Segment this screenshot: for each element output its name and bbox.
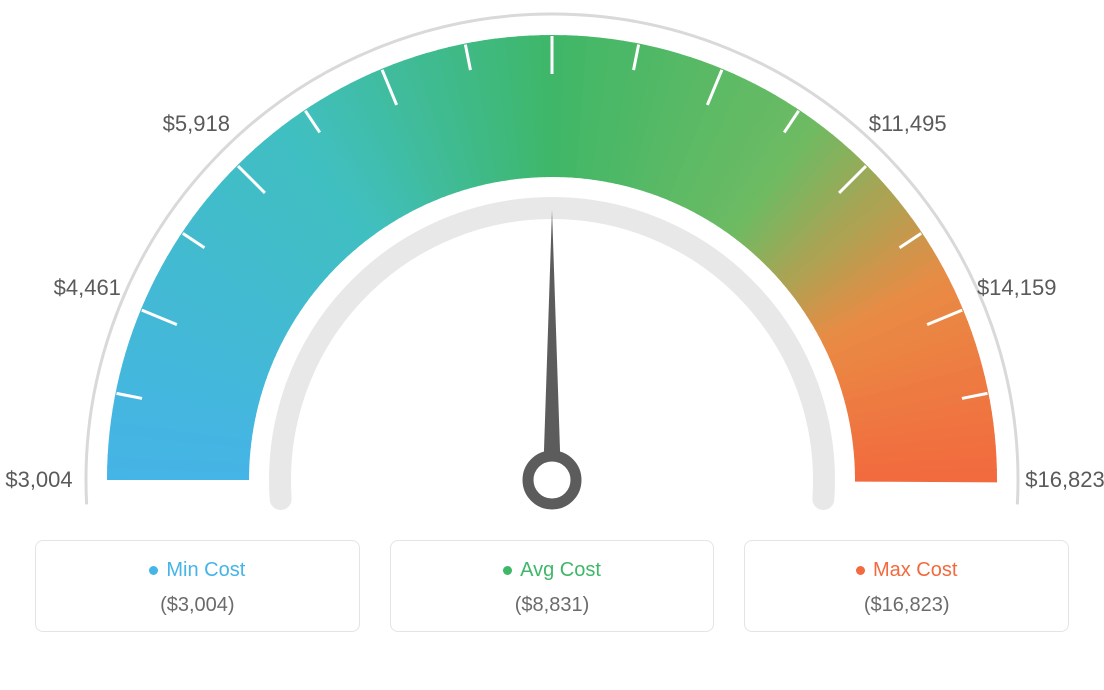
avg-cost-card: Avg Cost ($8,831) xyxy=(390,540,715,632)
avg-cost-title-text: Avg Cost xyxy=(520,559,601,582)
max-cost-value: ($16,823) xyxy=(755,594,1058,617)
max-dot-icon xyxy=(856,566,865,575)
gauge-tick-label: $14,159 xyxy=(977,275,1057,301)
gauge-chart: $3,004$4,461$5,918$8,831$11,495$14,159$1… xyxy=(0,0,1104,520)
max-cost-title: Max Cost xyxy=(856,559,957,582)
avg-cost-value: ($8,831) xyxy=(401,594,704,617)
max-cost-title-text: Max Cost xyxy=(873,559,957,582)
gauge-tick-label: $16,823 xyxy=(1025,467,1104,493)
gauge-tick-label: $11,495 xyxy=(869,111,947,137)
min-cost-card: Min Cost ($3,004) xyxy=(35,540,360,632)
min-dot-icon xyxy=(149,566,158,575)
avg-cost-title: Avg Cost xyxy=(503,559,601,582)
summary-cards: Min Cost ($3,004) Avg Cost ($8,831) Max … xyxy=(0,540,1104,632)
min-cost-title-text: Min Cost xyxy=(166,559,245,582)
gauge-tick-label: $3,004 xyxy=(5,467,72,493)
min-cost-value: ($3,004) xyxy=(46,594,349,617)
gauge-svg xyxy=(0,0,1104,540)
max-cost-card: Max Cost ($16,823) xyxy=(744,540,1069,632)
avg-dot-icon xyxy=(503,566,512,575)
gauge-tick-label: $4,461 xyxy=(54,275,121,301)
gauge-tick-label: $5,918 xyxy=(163,111,230,137)
min-cost-title: Min Cost xyxy=(149,559,245,582)
